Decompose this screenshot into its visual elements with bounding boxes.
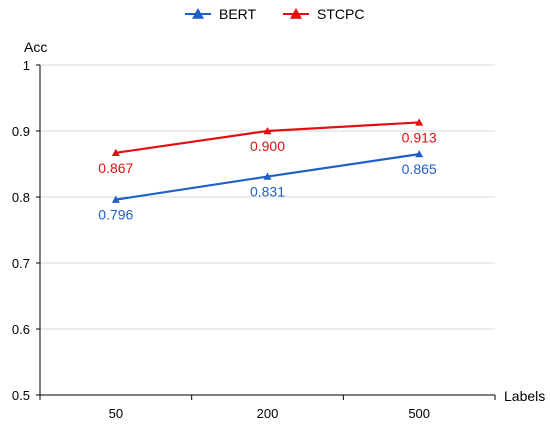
y-tick-label: 0.9 bbox=[12, 124, 30, 139]
y-tick-label: 0.5 bbox=[12, 388, 30, 403]
data-label-bert: 0.831 bbox=[250, 184, 285, 200]
data-point-stcpc bbox=[111, 148, 120, 156]
y-axis-title: Acc bbox=[24, 39, 47, 55]
legend-label-stcpc: STCPC bbox=[317, 6, 364, 22]
x-tick-label: 50 bbox=[109, 406, 123, 421]
y-tick-label: 0.7 bbox=[12, 256, 30, 271]
legend: BERT STCPC bbox=[185, 6, 364, 22]
x-tick-label: 500 bbox=[408, 406, 430, 421]
legend-marker-stcpc bbox=[290, 8, 302, 19]
y-tick-label: 0.6 bbox=[12, 322, 30, 337]
data-point-bert bbox=[111, 195, 120, 203]
data-label-stcpc: 0.900 bbox=[250, 138, 285, 154]
axes: 0.5 0.6 0.7 0.8 0.9 1 50 200 500 bbox=[12, 58, 496, 421]
data-point-stcpc bbox=[415, 118, 424, 126]
x-tick-label: 200 bbox=[257, 406, 279, 421]
y-tick-label: 1 bbox=[23, 58, 30, 73]
series-group: 0.796 0.831 0.865 0.867 0.900 0.913 bbox=[98, 118, 437, 223]
y-tick-label: 0.8 bbox=[12, 190, 30, 205]
data-label-stcpc: 0.913 bbox=[402, 129, 437, 145]
data-label-bert: 0.865 bbox=[402, 161, 437, 177]
data-point-bert bbox=[415, 150, 424, 158]
data-label-bert: 0.796 bbox=[98, 207, 133, 223]
legend-marker-bert bbox=[192, 8, 204, 19]
legend-label-bert: BERT bbox=[219, 6, 257, 22]
data-label-stcpc: 0.867 bbox=[98, 160, 133, 176]
x-axis-title: Labels bbox=[504, 388, 545, 404]
data-point-bert bbox=[263, 172, 272, 180]
data-point-stcpc bbox=[263, 127, 272, 135]
